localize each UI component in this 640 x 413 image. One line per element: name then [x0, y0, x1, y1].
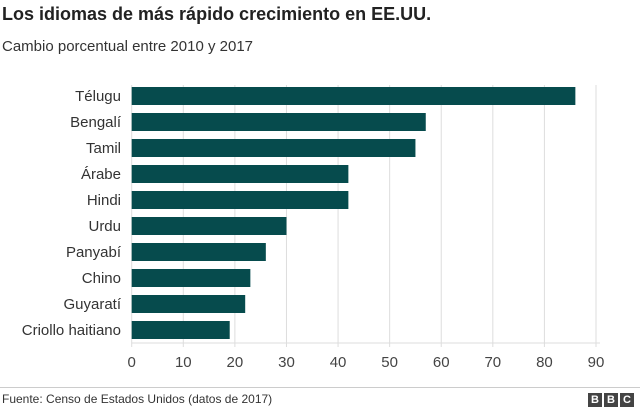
footer-divider: [0, 387, 640, 388]
bar-chart: 0 10 20 30 40 50 60 70 80 90 Télugu Bengalí Tamil Ára…: [22, 85, 605, 371]
category-label: Urdu: [88, 218, 121, 235]
chart-subtitle: Cambio porcentual entre 2010 y 2017: [2, 38, 254, 55]
bar: [131, 243, 266, 261]
source-note: Fuente: Censo de Estados Unidos (datos d…: [2, 392, 273, 406]
bar: [131, 113, 426, 131]
x-tick-label: 80: [536, 354, 553, 371]
category-label: Panyabí: [66, 244, 122, 261]
category-label: Hindi: [87, 192, 121, 209]
category-label: Criollo haitiano: [22, 322, 121, 339]
bar: [131, 87, 576, 105]
x-tick-label: 0: [128, 354, 136, 371]
category-label: Bengalí: [70, 114, 122, 131]
chart-title: Los idiomas de más rápido crecimiento en…: [2, 4, 432, 24]
x-tick-label: 20: [227, 354, 244, 371]
category-label: Tamil: [86, 140, 121, 157]
x-tick-label: 10: [175, 354, 192, 371]
bar: [131, 321, 230, 339]
bar: [131, 191, 349, 209]
x-tick-label: 90: [588, 354, 605, 371]
category-label: Chino: [82, 270, 121, 287]
category-label: Guyaratí: [63, 296, 121, 313]
bar: [131, 165, 349, 183]
x-tick-label: 50: [381, 354, 398, 371]
x-tick-label: 70: [484, 354, 501, 371]
category-label: Télugu: [75, 88, 121, 105]
x-tick-label: 60: [433, 354, 450, 371]
bar: [131, 217, 287, 235]
bar: [131, 269, 251, 287]
x-tick-label: 40: [330, 354, 347, 371]
x-tick-label: 30: [278, 354, 295, 371]
bar: [131, 295, 246, 313]
category-label: Árabe: [81, 166, 121, 183]
bar: [131, 139, 416, 157]
